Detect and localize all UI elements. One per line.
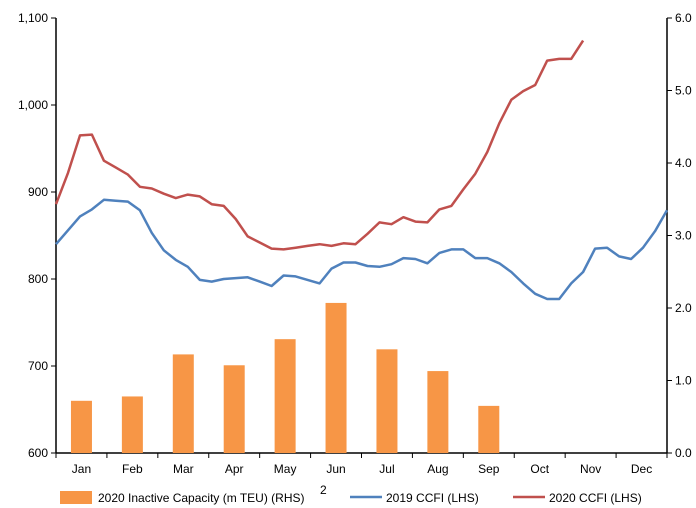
legend-label-2020: 2020 CCFI (LHS) <box>549 491 642 505</box>
x-tick-label: May <box>274 462 297 476</box>
left-tick-label: 800 <box>28 272 48 286</box>
bar-inactive-capacity <box>121 396 143 453</box>
left-tick-label: 1,000 <box>18 98 48 112</box>
left-axis-ticks: 600 700 800 900 1,000 1,100 <box>18 11 48 460</box>
legend-swatch-bars <box>60 491 92 504</box>
legend-label-2019: 2019 CCFI (LHS) <box>386 491 479 505</box>
x-tick-label: Aug <box>427 462 448 476</box>
x-tick-label: Nov <box>580 462 601 476</box>
bar-inactive-capacity <box>376 349 398 453</box>
legend-superscript: 2 <box>320 483 327 497</box>
x-tick-label: Apr <box>225 462 244 476</box>
x-tick-label: Sep <box>478 462 500 476</box>
right-tick-label: 2.0 <box>675 301 692 315</box>
legend: 2020 Inactive Capacity (m TEU) (RHS) 2 2… <box>60 483 642 505</box>
right-tick-label: 4.0 <box>675 156 692 170</box>
right-tick-label: 0.0 <box>675 446 692 460</box>
x-tick-label: Oct <box>530 462 549 476</box>
line-ccfi-2020 <box>54 39 585 251</box>
line-ccfi-2019 <box>55 198 669 301</box>
bar-inactive-capacity <box>172 354 194 453</box>
line-series <box>54 39 669 301</box>
bar-series <box>70 302 500 453</box>
x-tick-label: Jun <box>326 462 345 476</box>
x-tick-label: Mar <box>173 462 194 476</box>
left-tick-label: 700 <box>28 359 48 373</box>
right-axis-ticks: 0.0 1.0 2.0 3.0 4.0 5.0 6.0 <box>675 11 692 460</box>
right-tick-label: 3.0 <box>675 229 692 243</box>
bar-inactive-capacity <box>70 400 92 453</box>
x-axis-ticks: Jan Feb Mar Apr May Jun Jul Aug Sep Oct Nov Dec <box>72 462 652 476</box>
bar-inactive-capacity <box>223 365 245 453</box>
x-tick-label: Feb <box>122 462 143 476</box>
left-tick-label: 600 <box>28 446 48 460</box>
x-tick-label: Jul <box>379 462 394 476</box>
right-tick-label: 1.0 <box>675 374 692 388</box>
bar-inactive-capacity <box>325 302 347 453</box>
right-tick-label: 6.0 <box>675 11 692 25</box>
bar-inactive-capacity <box>427 371 449 453</box>
left-tick-label: 1,100 <box>18 11 48 25</box>
left-tick-label: 900 <box>28 185 48 199</box>
x-tick-label: Jan <box>72 462 91 476</box>
x-tick-label: Dec <box>631 462 652 476</box>
legend-label-bars: 2020 Inactive Capacity (m TEU) (RHS) <box>98 491 305 505</box>
bar-inactive-capacity <box>274 339 296 453</box>
right-tick-label: 5.0 <box>675 84 692 98</box>
bar-inactive-capacity <box>478 405 500 453</box>
axes <box>51 17 672 458</box>
